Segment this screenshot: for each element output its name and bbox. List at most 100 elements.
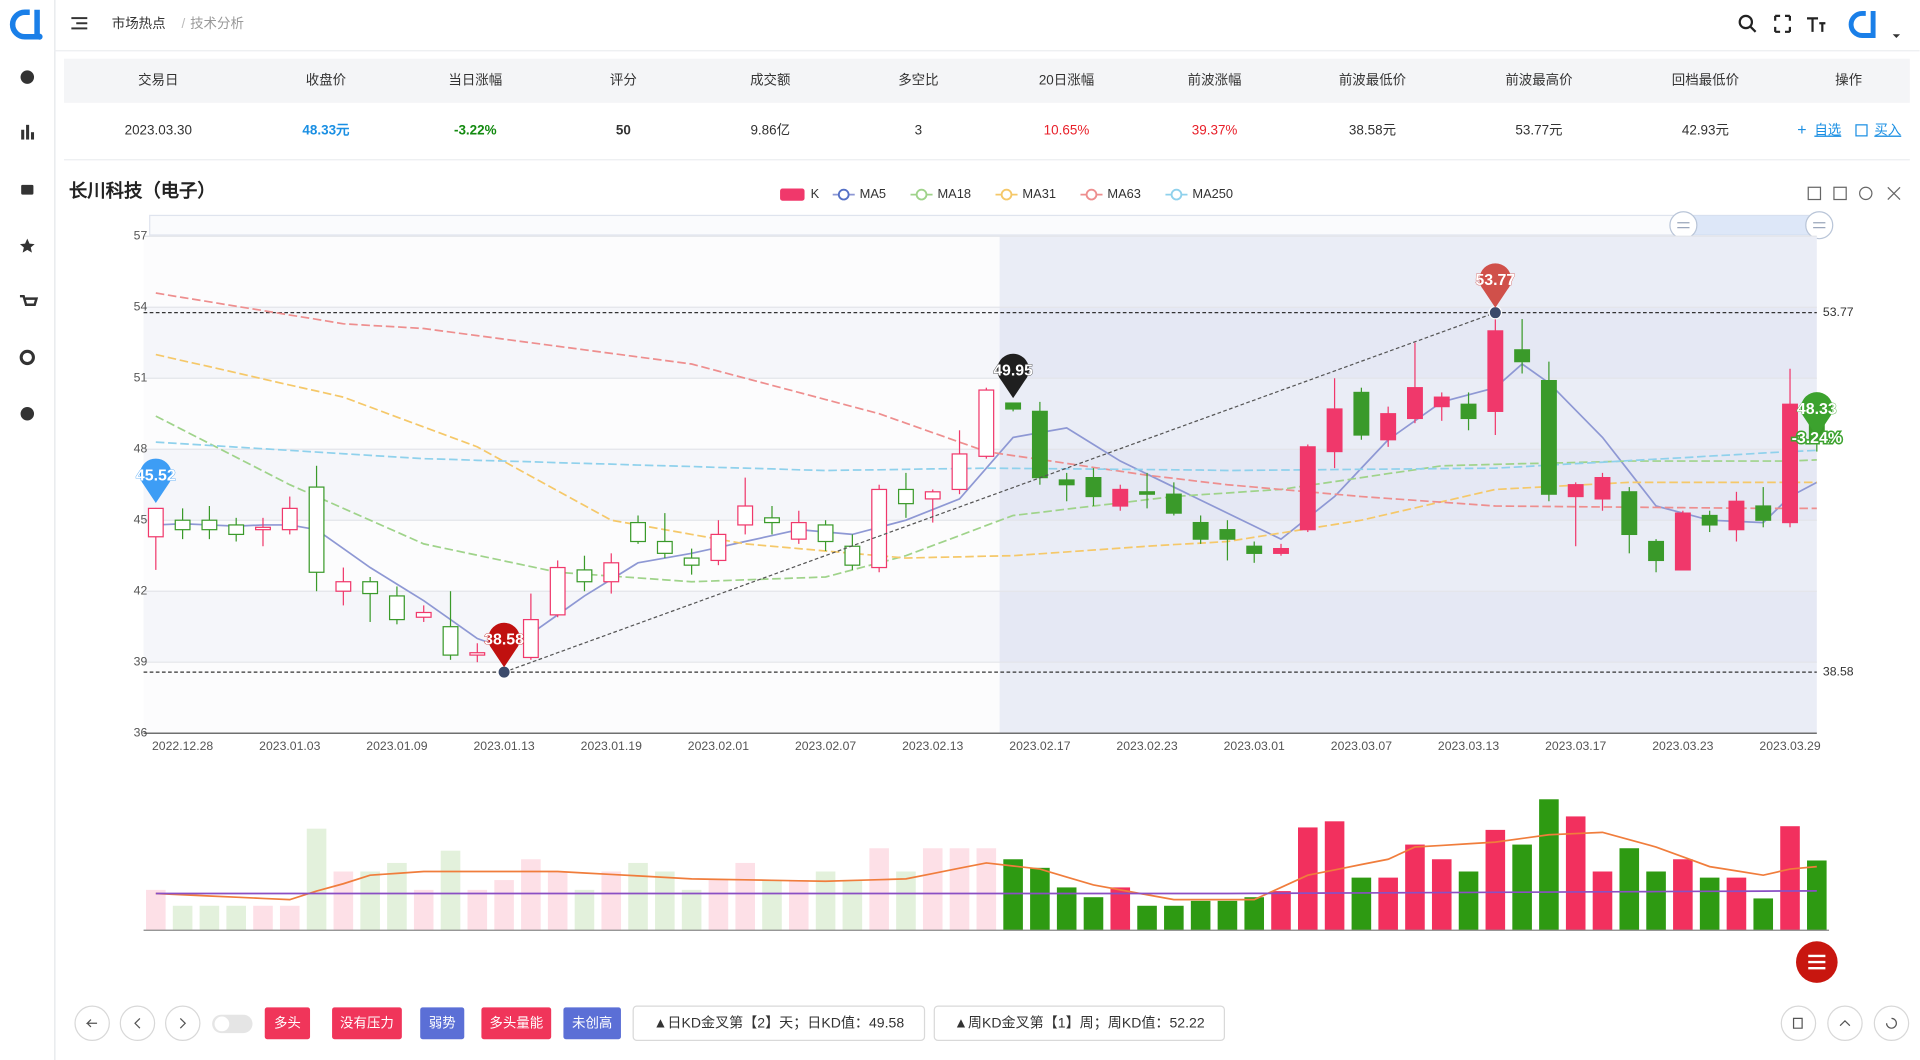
split-area: [143, 236, 1817, 308]
next-button[interactable]: [164, 1005, 201, 1042]
volume-bar: [1619, 848, 1640, 931]
table-cell: 10.65%: [1044, 123, 1090, 138]
refresh-button[interactable]: [1873, 1005, 1910, 1042]
volume-bar: [1405, 844, 1425, 931]
table-header: 前波最低价: [1339, 71, 1407, 87]
chart-title: 长川科技（电子）: [69, 180, 216, 201]
candle-body: [362, 581, 379, 595]
globe-icon[interactable]: [20, 70, 35, 84]
candle-body: [147, 507, 164, 538]
cart-icon[interactable]: [19, 294, 39, 307]
volume-bar: [1565, 816, 1586, 931]
search-icon[interactable]: [1738, 14, 1754, 30]
tag-button[interactable]: [332, 1007, 402, 1040]
tag-button[interactable]: [481, 1007, 552, 1040]
volume-bar: [306, 828, 327, 931]
signal-box: [632, 1005, 926, 1042]
ma-line: [155, 441, 1817, 472]
palette-icon[interactable]: [20, 406, 35, 421]
sidebar: [0, 0, 55, 1060]
x-tick-label: 2023.03.01: [1224, 739, 1285, 753]
volume-bar: [949, 848, 970, 931]
split-area: [143, 591, 1817, 663]
sidebar-icons[interactable]: [19, 70, 39, 421]
candle-body: [1648, 540, 1665, 562]
toolbar-icons[interactable]: [1738, 14, 1826, 33]
volume-bar: [253, 905, 273, 931]
split-area: [143, 307, 1817, 379]
table-header: 交易日: [138, 71, 178, 87]
candle-body: [1487, 330, 1504, 412]
candle-body: [1192, 521, 1209, 540]
candle-body: [630, 521, 646, 543]
tag-button[interactable]: [264, 1007, 311, 1040]
mark-pin: [1479, 263, 1512, 308]
search-icon-handle[interactable]: [1749, 26, 1757, 33]
table-header: 20日涨幅: [1039, 72, 1094, 87]
data-zoom[interactable]: [149, 211, 1834, 240]
volume-bar: [1458, 871, 1479, 931]
user-avatar[interactable]: [1848, 11, 1901, 38]
restore-tool[interactable]: [1859, 186, 1873, 201]
candle-body: [1621, 491, 1638, 536]
volume-line: [155, 889, 1817, 895]
prev-button[interactable]: [119, 1005, 156, 1042]
candle-body: [1674, 512, 1691, 571]
table-action[interactable]: 自选: [1814, 123, 1841, 138]
volume-bar: [1244, 897, 1265, 931]
tag-button[interactable]: [420, 1007, 465, 1040]
tag-label: 弱势: [429, 1015, 456, 1030]
legend-symbol: [1170, 188, 1183, 201]
volume-bar: [574, 889, 595, 931]
volume-bar: [172, 905, 193, 931]
card-icon[interactable]: [21, 184, 34, 195]
save-tool[interactable]: [1887, 186, 1901, 200]
candle-body: [388, 595, 405, 621]
zoom-reset-tool[interactable]: [1833, 186, 1847, 201]
mark-pin-label: 48.33: [1797, 401, 1837, 418]
float-menu-button[interactable]: [1796, 941, 1838, 983]
x-tick-label: 2023.03.13: [1438, 739, 1499, 753]
bottom-right-buttons[interactable]: [1780, 1005, 1910, 1042]
menu-toggle[interactable]: [71, 17, 88, 30]
toggle-switch[interactable]: [212, 1014, 253, 1034]
fullscreen-icon[interactable]: [1774, 14, 1791, 33]
table-header: 成交额: [750, 71, 791, 87]
star-icon[interactable]: [19, 238, 35, 253]
candle-body: [1594, 477, 1611, 500]
table-header: 当日涨幅: [448, 72, 502, 87]
zoom-window[interactable]: [1683, 215, 1819, 236]
candle-body: [1380, 413, 1397, 441]
buy-icon: [1855, 124, 1868, 137]
candle-body: [1165, 493, 1182, 514]
target-icon[interactable]: [19, 349, 35, 366]
table-cell: 50: [616, 123, 631, 138]
candle-body: [201, 519, 218, 531]
table-cell: 38.58元: [1349, 123, 1396, 138]
top-button[interactable]: [1827, 1005, 1863, 1042]
volume-bar: [1271, 891, 1291, 931]
tag-button[interactable]: [563, 1007, 621, 1040]
breadcrumb-item[interactable]: 市场热点: [112, 15, 166, 31]
volume-bar: [1485, 829, 1506, 931]
copy-button[interactable]: [1780, 1005, 1817, 1042]
x-tick-label: 2023.01.19: [581, 739, 642, 753]
zoom-tool[interactable]: [1807, 186, 1822, 201]
zoom-handle-left[interactable]: [1669, 211, 1698, 240]
signal-box: [933, 1005, 1225, 1042]
mark-pin-label: 53.77: [1475, 272, 1515, 289]
candle-body: [790, 521, 807, 540]
volume-bar: [1780, 826, 1800, 931]
volume-bar: [413, 889, 434, 931]
candle-body: [603, 562, 620, 583]
zoom-handle-grips: [1677, 222, 1826, 229]
zoom-handle-right[interactable]: [1805, 211, 1834, 240]
chart-icon[interactable]: [21, 124, 35, 140]
legend-label: MA250: [1192, 186, 1233, 201]
nav-arrows: [85, 1017, 187, 1029]
chart-toolbox[interactable]: [1807, 186, 1901, 201]
font-size-icon[interactable]: [1807, 17, 1826, 32]
candle-body: [978, 389, 995, 457]
table-action[interactable]: 买入: [1874, 123, 1901, 138]
